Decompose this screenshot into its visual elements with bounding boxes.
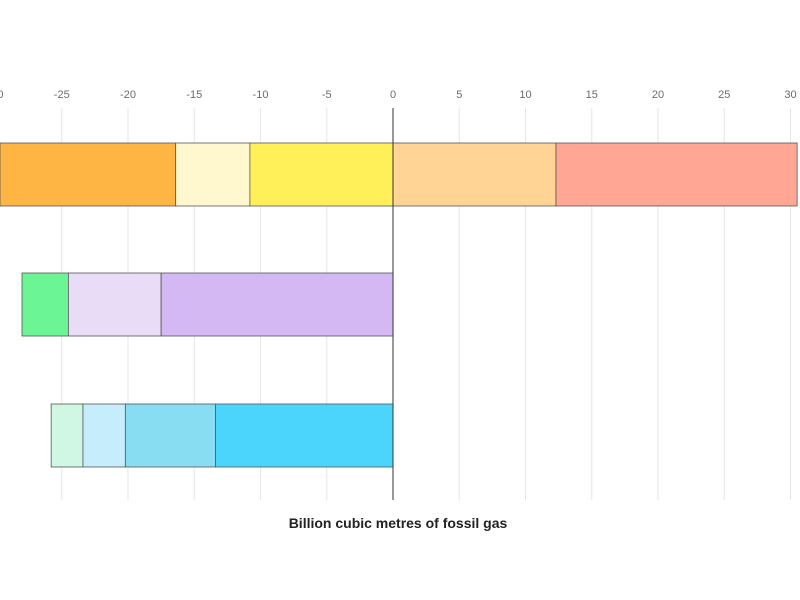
bar-segment: [175, 142, 251, 207]
bar-1: [0, 142, 798, 207]
bar-segment: [82, 403, 126, 468]
bar-segment: [160, 272, 394, 337]
bar-segment: [50, 403, 84, 468]
x-tick-label: 25: [718, 89, 730, 101]
x-tick-label: 15: [586, 89, 598, 101]
bar-segment: [21, 272, 69, 337]
x-tick-label: 10: [519, 89, 531, 101]
bar-segment: [555, 142, 798, 207]
x-tick-label: -5: [322, 89, 332, 101]
x-tick-label: -25: [54, 89, 70, 101]
bars: [0, 142, 798, 468]
x-tick-label: -30: [0, 89, 3, 101]
x-tick-label: -15: [186, 89, 202, 101]
bar-segment: [392, 142, 557, 207]
bar-segment: [67, 272, 162, 337]
x-tick-label: 0: [390, 89, 396, 101]
x-axis-title: Billion cubic metres of fossil gas: [289, 515, 508, 531]
x-tick-label: 20: [652, 89, 664, 101]
bar-segment: [0, 142, 177, 207]
x-tick-label: 30: [784, 89, 796, 101]
x-tick-label: 5: [456, 89, 462, 101]
bar-segment: [124, 403, 216, 468]
bar-3: [50, 403, 394, 468]
x-tick-label: -20: [120, 89, 136, 101]
bar-2: [21, 272, 394, 337]
x-axis-ticks: -30 -25 -20 -15 -10 -5 0 5 10 15 20 25 30: [0, 89, 797, 101]
bar-segment: [249, 142, 394, 207]
x-tick-label: -10: [253, 89, 269, 101]
bar-segment: [215, 403, 394, 468]
